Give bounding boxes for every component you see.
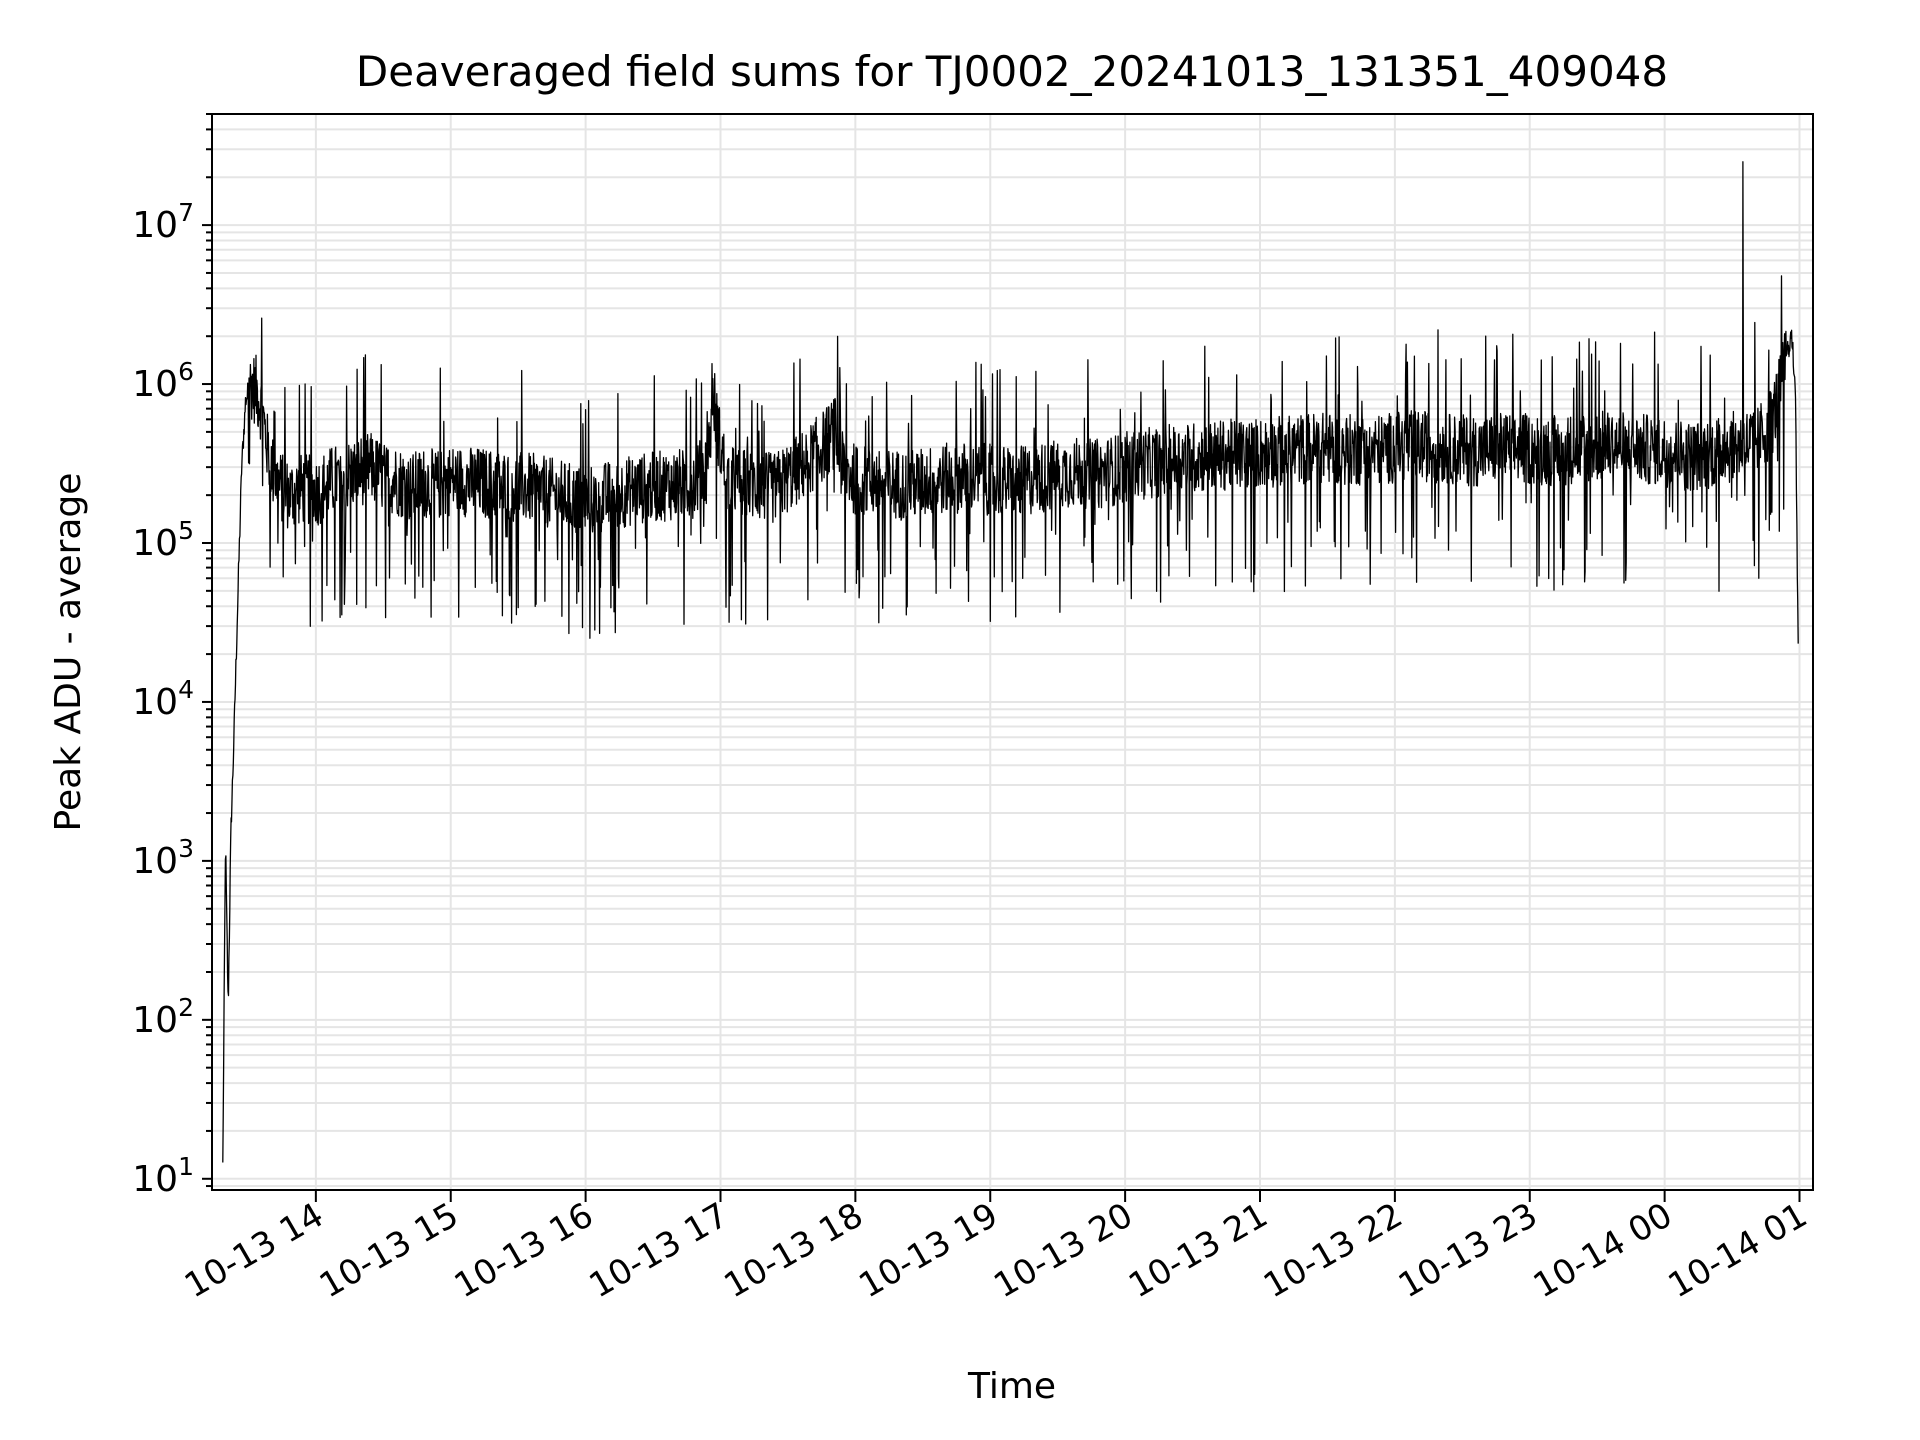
grid bbox=[212, 113, 1813, 1190]
y-tick-exponent: 5 bbox=[178, 516, 194, 545]
y-tick-label: 103 bbox=[132, 834, 194, 882]
y-tick-base: 10 bbox=[132, 1000, 178, 1041]
y-tick-label: 101 bbox=[132, 1152, 194, 1200]
series-line-0 bbox=[222, 161, 1799, 1163]
y-tick-base: 10 bbox=[132, 523, 178, 564]
y-tick-exponent: 6 bbox=[178, 357, 194, 386]
series-layer bbox=[222, 161, 1799, 1163]
y-tick-exponent: 2 bbox=[178, 993, 194, 1022]
y-tick-label: 102 bbox=[132, 993, 194, 1041]
y-tick-base: 10 bbox=[132, 205, 178, 246]
y-axis-label: Peak ADU - average bbox=[48, 473, 89, 832]
y-tick-exponent: 7 bbox=[178, 198, 194, 227]
y-tick-exponent: 1 bbox=[178, 1152, 194, 1181]
y-tick-label: 107 bbox=[132, 198, 194, 246]
y-tick-base: 10 bbox=[132, 682, 178, 723]
y-tick-exponent: 4 bbox=[178, 675, 194, 704]
y-tick-exponent: 3 bbox=[178, 834, 194, 863]
y-tick-base: 10 bbox=[132, 364, 178, 405]
y-tick-base: 10 bbox=[132, 1159, 178, 1200]
y-tick-label: 104 bbox=[132, 675, 194, 723]
y-tick-label: 105 bbox=[132, 516, 194, 564]
y-tick-label: 106 bbox=[132, 357, 194, 405]
chart-title: Deaveraged field sums for TJ0002_2024101… bbox=[356, 47, 1668, 96]
x-axis-label: Time bbox=[967, 1366, 1056, 1407]
plot-frame bbox=[211, 113, 1814, 1191]
y-tick-base: 10 bbox=[132, 841, 178, 882]
